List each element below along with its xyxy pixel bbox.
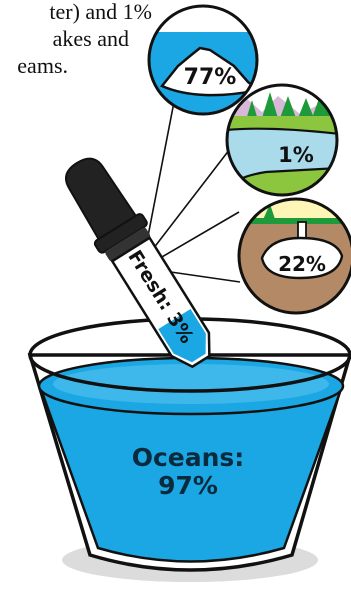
caption-line-2: akes and (52, 26, 129, 51)
groundwater-icon (260, 236, 344, 280)
groundwater-circle: 22% (237, 197, 351, 315)
surface-water-percent-label: 1% (278, 143, 314, 167)
groundwater-percent-label: 22% (278, 252, 326, 276)
surface-water-circle: 1% (225, 83, 339, 197)
glacier-icon (160, 46, 257, 97)
ocean-label-line2: 97% (158, 471, 218, 500)
caption-line-1: ter) and 1% (49, 0, 152, 24)
glacier-percent-label: 77% (184, 65, 237, 90)
caption-line-3: eams. (17, 53, 68, 78)
cup-icon: Oceans: 97% (27, 317, 351, 582)
connector-line-surface (142, 144, 234, 263)
dropper-icon: Fresh: 3% (65, 157, 211, 369)
trees-icon (246, 90, 337, 120)
ocean-label-line1: Oceans: (132, 443, 245, 472)
glacier-circle: 77% (147, 4, 259, 116)
caption-text: ter) and 1% akes and eams. (0, 0, 200, 79)
